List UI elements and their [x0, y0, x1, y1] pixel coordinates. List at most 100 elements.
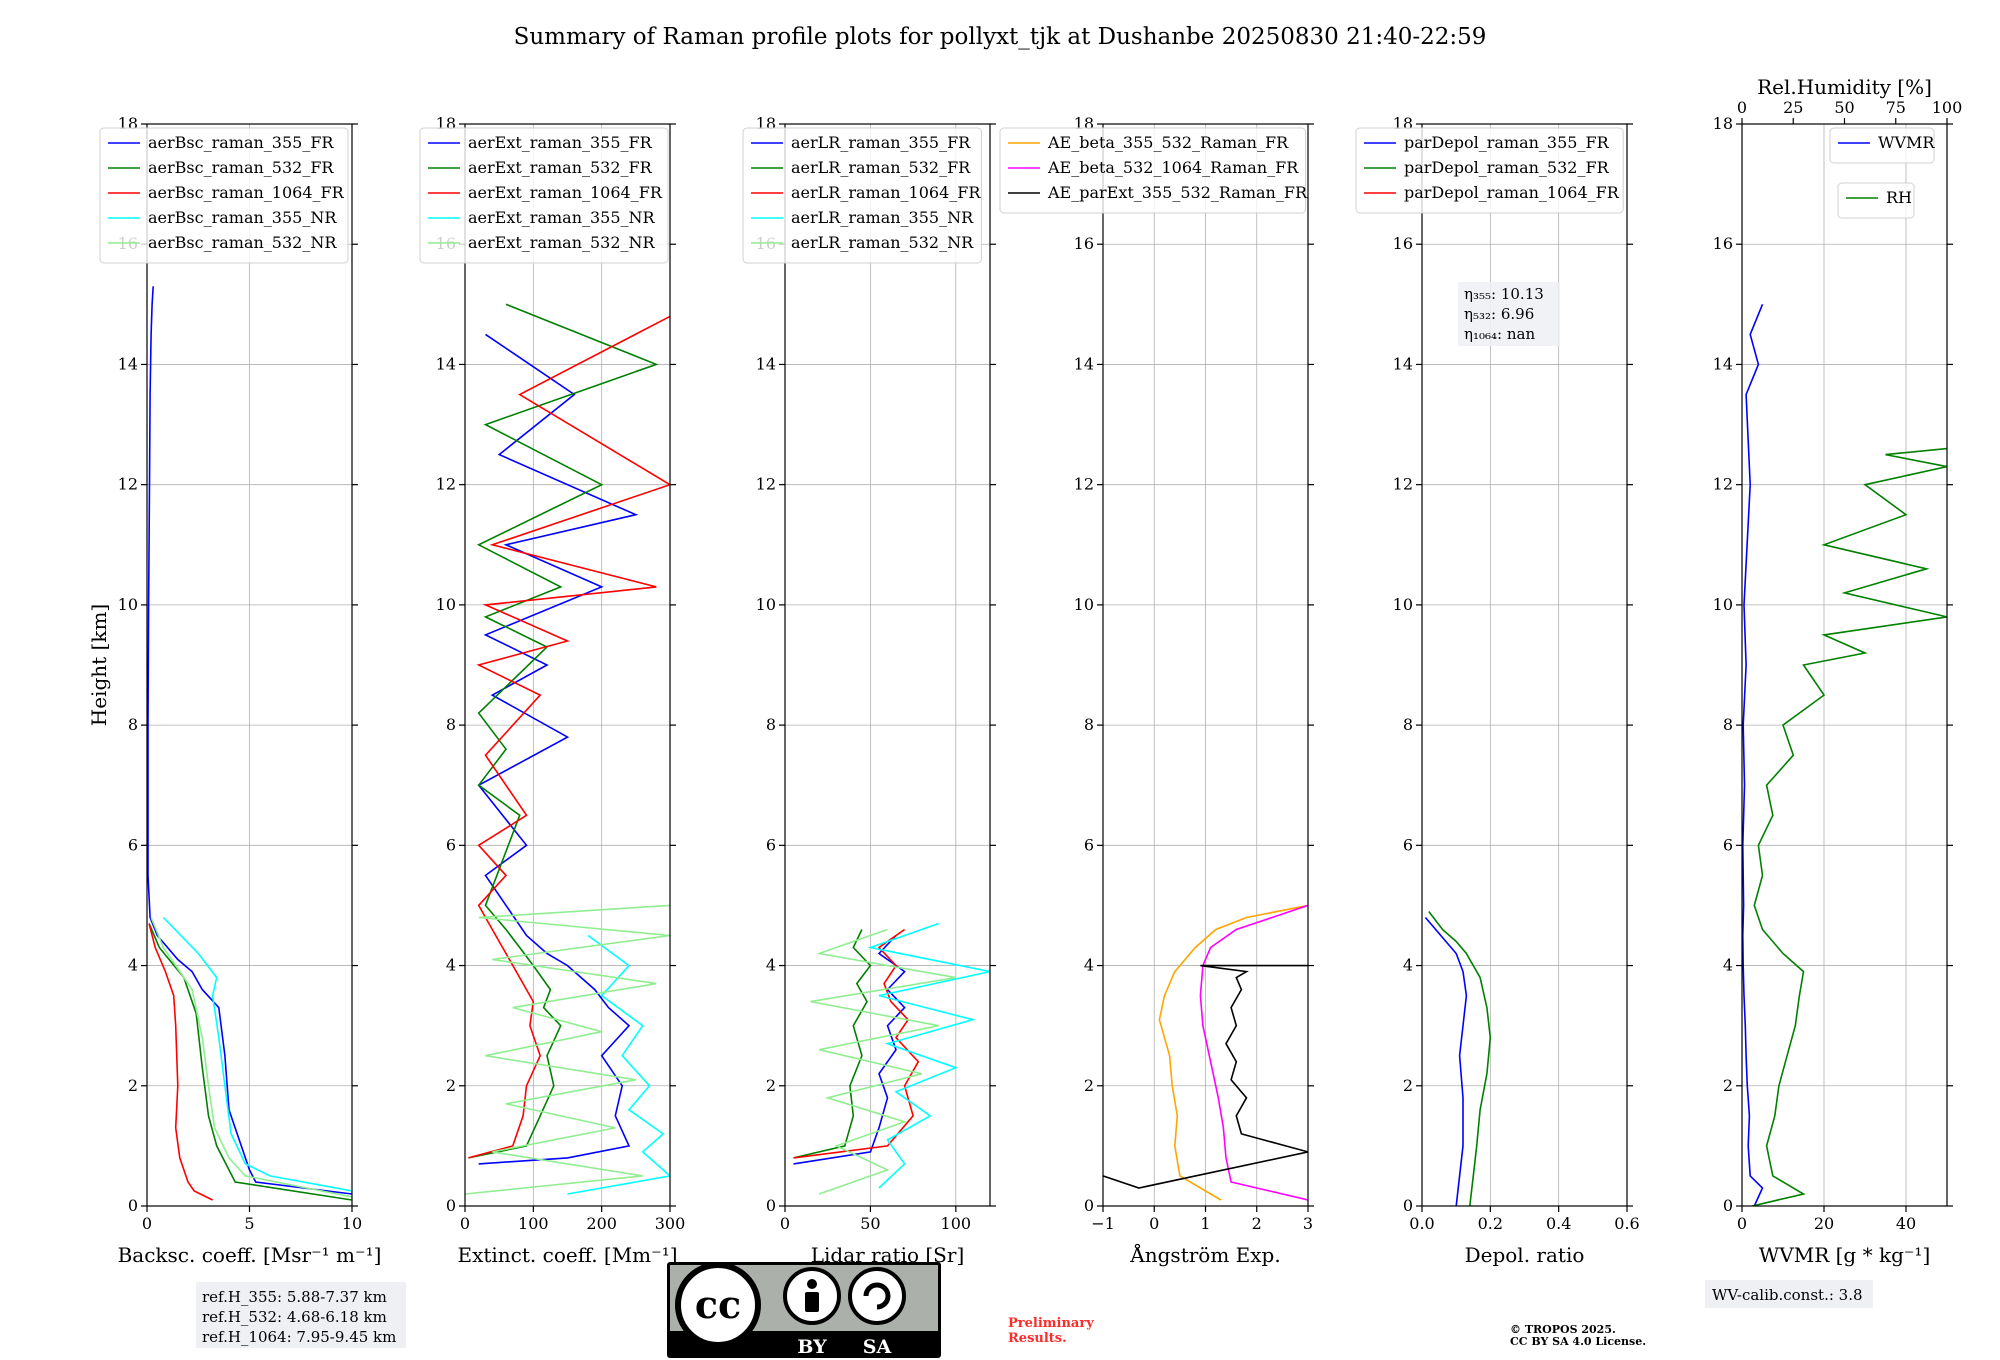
series-line-aerlr-raman-532-nr [810, 928, 956, 1195]
xtick-label: 20 [1814, 1214, 1834, 1233]
preliminary-label-1: Preliminary [1008, 1316, 1094, 1331]
depol-annotation-line: η₁₀₆₄: nan [1464, 325, 1535, 343]
ytick-label: 10 [1393, 595, 1413, 614]
legend-label-pardepol-raman-1064-fr: parDepol_raman_1064_FR [1404, 183, 1620, 202]
depol-annotation: η₃₅₅: 10.13 η₅₃₂: 6.96 η₁₀₆₄: nan [1458, 282, 1560, 346]
series-line-aerlr-raman-532-fr [793, 929, 872, 1159]
ytick-label: 2 [446, 1076, 456, 1095]
ytick-label: 2 [1403, 1076, 1413, 1095]
ytick-label: 14 [756, 354, 776, 373]
legend-frame [99, 127, 349, 264]
ytick-label: 6 [1403, 835, 1413, 854]
legend-label-ae-beta-355-532-raman-fr: AE_beta_355_532_Raman_FR [1047, 133, 1289, 152]
xtick-label: 0.2 [1478, 1214, 1503, 1233]
ytick-label: 2 [1723, 1076, 1733, 1095]
xaxis-label: Depol. ratio [1465, 1243, 1585, 1267]
series-group [147, 286, 352, 1201]
legend-label-aerbsc-raman-532-nr: aerBsc_raman_532_NR [148, 233, 337, 252]
wv-calib-box: WV-calib.const.: 3.8 [1705, 1280, 1873, 1308]
ytick-label: 12 [436, 475, 456, 494]
ytick-label: 12 [1074, 475, 1094, 494]
ytick-label: 16 [1713, 234, 1733, 253]
legend-frame [1829, 127, 1935, 164]
legend-label-aerext-raman-355-fr: aerExt_raman_355_FR [468, 133, 653, 152]
legend: RH [1837, 182, 1915, 219]
xtick-label: 0 [780, 1214, 790, 1233]
series-line-ae-parext-355-532-raman-fr [1103, 964, 1308, 1189]
cc-logo-text: cc [695, 1282, 741, 1327]
x2tick-label: 75 [1886, 98, 1906, 117]
ytick-label: 12 [1713, 475, 1733, 494]
series-group [1103, 904, 1308, 1201]
xtick-label: 100 [518, 1214, 549, 1233]
xtick-label: −1 [1091, 1214, 1115, 1233]
depol-annotation-line: η₅₃₂: 6.96 [1464, 305, 1534, 323]
series-group [793, 922, 990, 1195]
xtick-label: 2 [1252, 1214, 1262, 1233]
ytick-label: 2 [128, 1076, 138, 1095]
share-alike-icon-arc [863, 1282, 891, 1310]
legend: WVMR [1829, 127, 1935, 164]
ytick-label: 10 [1074, 595, 1094, 614]
preliminary-label-2: Results. [1008, 1331, 1067, 1346]
xtick-label: 300 [655, 1214, 686, 1233]
depol-annotation-bg [1458, 282, 1560, 346]
ytick-label: 8 [446, 715, 456, 734]
x2tick-label: 100 [1932, 98, 1963, 117]
legend-label-rh: RH [1886, 188, 1912, 207]
ytick-label: 10 [436, 595, 456, 614]
series-line-aerext-raman-355-fr [477, 333, 639, 1165]
series-line-wvmr [1742, 303, 1764, 1206]
ytick-label: 2 [766, 1076, 776, 1095]
axes-frame [1741, 123, 1948, 1207]
figure-title: Summary of Raman profile plots for polly… [514, 24, 1487, 50]
series-line-aerbsc-raman-355-fr [147, 286, 352, 1195]
xtick-label: 10 [342, 1214, 362, 1233]
ytick-label: 4 [446, 956, 456, 975]
copyright-line-1: © TROPOS 2025. [1510, 1323, 1616, 1336]
ytick-label: 12 [756, 475, 776, 494]
ref-height-355: ref.H_355: 5.88-7.37 km [202, 1288, 387, 1306]
legend: aerExt_raman_355_FR aerExt_raman_532_FRae… [419, 127, 669, 264]
wv-calib-box-bg [1705, 1280, 1873, 1308]
xtick-label: 0 [1149, 1214, 1159, 1233]
attribution-icon-body [805, 1292, 819, 1312]
xaxis-label: WVMR [g * kg⁻¹] [1759, 1243, 1931, 1267]
ref-height-box-bg [196, 1282, 406, 1348]
x2axis-label: Rel.Humidity [%] [1757, 75, 1932, 99]
ytick-label: 8 [1723, 715, 1733, 734]
ytick-label: 0 [766, 1196, 776, 1215]
cc-sa-label: SA [863, 1336, 892, 1358]
xaxis-label: Ångström Exp. [1129, 1242, 1280, 1267]
ytick-label: 0 [1403, 1196, 1413, 1215]
legend: aerBsc_raman_355_FR aerBsc_raman_532_FRae… [99, 127, 349, 264]
cc-logo-icon [675, 1262, 761, 1348]
legend-label-pardepol-raman-355-fr: parDepol_raman_355_FR [1404, 133, 1610, 152]
axes-frame [1421, 123, 1628, 1207]
ytick-label: 12 [118, 475, 138, 494]
ytick-label: 16 [1074, 234, 1094, 253]
legend: aerLR_raman_355_FR aerLR_raman_532_FR aerL… [742, 127, 982, 264]
ytick-label: 8 [128, 715, 138, 734]
ytick-label: 6 [766, 835, 776, 854]
legend-label-aerlr-raman-1064-fr: aerLR_raman_1064_FR [791, 183, 981, 202]
ytick-label: 4 [1084, 956, 1094, 975]
legend-label-aerbsc-raman-532-fr: aerBsc_raman_532_FR [148, 158, 334, 177]
legend-label-ae-beta-532-1064-raman-fr: AE_beta_532_1064_Raman_FR [1047, 158, 1299, 177]
ytick-label: 0 [1723, 1196, 1733, 1215]
ytick-label: 12 [1393, 475, 1413, 494]
ytick-label: 8 [1084, 715, 1094, 734]
series-line-ae-beta-532-1064-raman-fr [1199, 904, 1308, 1201]
legend-frame [1837, 182, 1915, 219]
ytick-label: 6 [128, 835, 138, 854]
series-group [1742, 303, 1947, 1206]
legend-frame [419, 127, 669, 264]
xtick-label: 5 [244, 1214, 254, 1233]
series-line-aerext-raman-532-fr [468, 303, 659, 1159]
ref-height-1064: ref.H_1064: 7.95-9.45 km [202, 1328, 396, 1346]
xtick-label: 50 [860, 1214, 880, 1233]
xtick-label: 200 [586, 1214, 617, 1233]
legend-label-aerlr-raman-532-fr: aerLR_raman_532_FR [791, 158, 971, 177]
series-line-aerbsc-raman-355-nr [162, 916, 352, 1192]
